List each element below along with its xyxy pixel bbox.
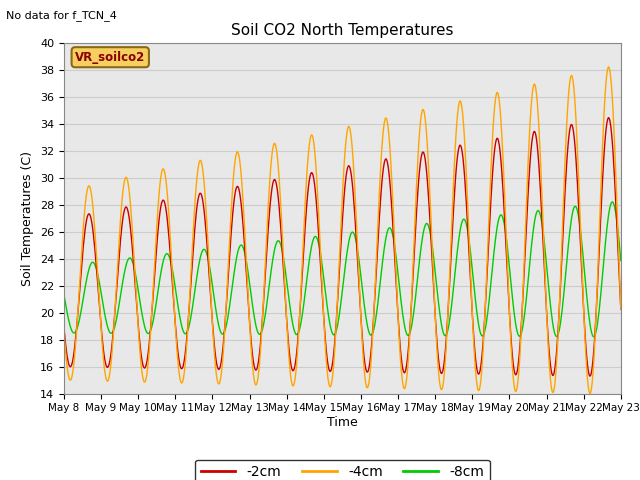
Text: VR_soilco2: VR_soilco2 xyxy=(75,51,145,64)
-4cm xyxy=(443,334,451,339)
-2cm xyxy=(60,325,68,331)
-8cm xyxy=(443,331,451,336)
-4cm xyxy=(566,79,573,85)
-4cm xyxy=(60,328,68,334)
-2cm xyxy=(388,206,396,212)
-8cm xyxy=(206,267,214,273)
Title: Soil CO2 North Temperatures: Soil CO2 North Temperatures xyxy=(231,23,454,38)
-4cm xyxy=(182,350,190,356)
-4cm xyxy=(586,391,594,396)
-2cm xyxy=(566,127,573,132)
-4cm xyxy=(334,291,342,297)
-8cm xyxy=(617,258,625,264)
Y-axis label: Soil Temperatures (C): Soil Temperatures (C) xyxy=(22,151,35,286)
-8cm xyxy=(590,334,598,340)
-4cm xyxy=(617,306,625,312)
Line: -4cm: -4cm xyxy=(64,67,621,394)
Legend: -2cm, -4cm, -8cm: -2cm, -4cm, -8cm xyxy=(195,460,490,480)
-2cm xyxy=(206,287,214,293)
-2cm xyxy=(617,306,625,312)
-8cm xyxy=(388,229,396,235)
-8cm xyxy=(566,229,573,235)
Line: -8cm: -8cm xyxy=(64,202,621,337)
-2cm xyxy=(586,373,594,379)
Line: -2cm: -2cm xyxy=(64,118,621,376)
-2cm xyxy=(334,295,342,301)
-2cm xyxy=(605,115,612,120)
-8cm xyxy=(334,322,342,327)
-8cm xyxy=(609,199,616,205)
-4cm xyxy=(206,280,214,286)
-2cm xyxy=(443,328,451,334)
Text: No data for f_TCN_4: No data for f_TCN_4 xyxy=(6,10,117,21)
-4cm xyxy=(388,179,396,185)
-4cm xyxy=(605,64,612,70)
-8cm xyxy=(182,331,190,336)
-8cm xyxy=(60,292,68,298)
-2cm xyxy=(182,342,190,348)
X-axis label: Time: Time xyxy=(327,416,358,429)
